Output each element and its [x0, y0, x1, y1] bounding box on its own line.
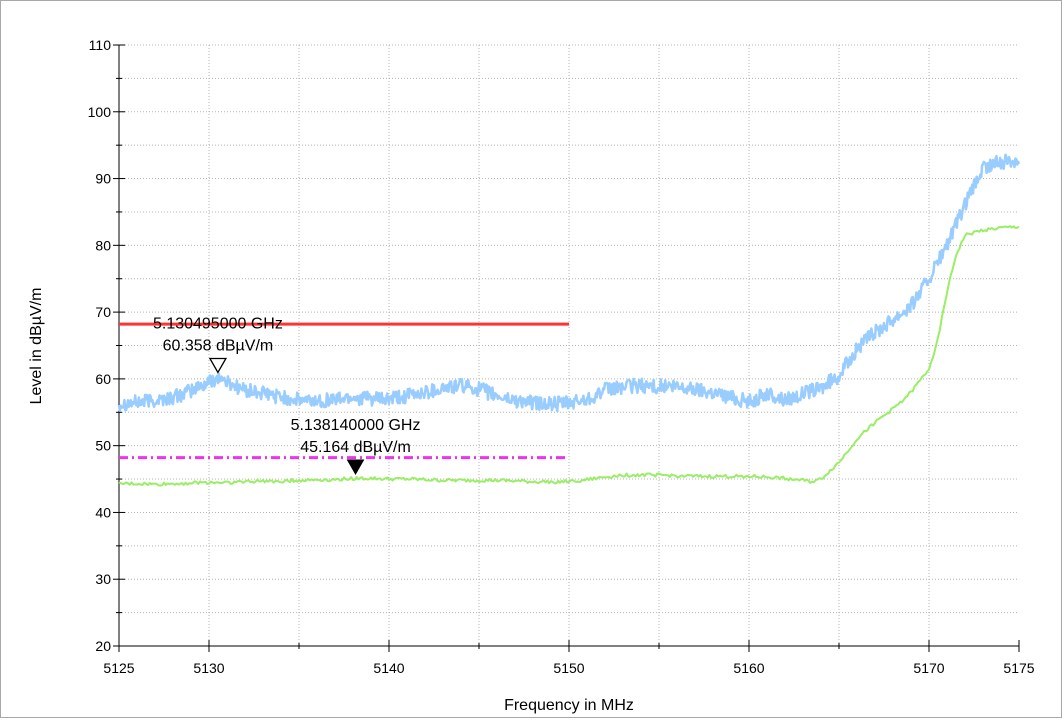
y-tick-label: 30: [95, 571, 111, 587]
y-tick-label: 70: [95, 304, 111, 320]
series-lines: [117, 153, 1021, 487]
markers: 5.130495000 GHz 60.358 dBµV/m 5.138140000 …: [153, 315, 421, 475]
grid: [119, 44, 1019, 646]
y-tick-label: 80: [95, 237, 111, 253]
x-tick-label: 5150: [553, 660, 584, 676]
y-axis-title: Level in dBµV/m: [28, 288, 45, 405]
y-tick-label: 60: [95, 371, 111, 387]
x-tick-label: 5130: [193, 660, 224, 676]
x-tick-label: 5175: [1003, 660, 1034, 676]
y-tick-label: 50: [95, 438, 111, 454]
y-tick-label: 90: [95, 171, 111, 187]
y-tick-label: 110: [89, 37, 112, 53]
y-tick-label: 40: [95, 504, 111, 520]
x-tick-label: 5140: [373, 660, 404, 676]
x-axis-title: Frequency in MHz: [504, 697, 634, 714]
x-tick-label: 5160: [733, 660, 764, 676]
marker-frequency-label: 5.138140000 GHz: [291, 417, 421, 434]
y-tick-label: 100: [88, 104, 112, 120]
marker-filled-triangle: [346, 459, 365, 475]
limit-lines: [119, 322, 569, 460]
marker-level-label: 45.164 dBµV/m: [300, 439, 411, 456]
x-tick-label: 5170: [913, 660, 944, 676]
marker-level-label: 60.358 dBµV/m: [163, 337, 274, 354]
y-tick-label: 20: [95, 638, 111, 654]
average-trace: [118, 225, 1020, 487]
ticks: [113, 44, 1020, 652]
peak-trace: [117, 153, 1021, 413]
marker-hollow-triangle: [208, 357, 228, 374]
tick-labels: 20 30 40 50 60 70 80 90 100 110 5125 5130 5140 5150 51…: [88, 37, 1035, 676]
x-tick-label: 5125: [103, 660, 134, 676]
marker-frequency-label: 5.130495000 GHz: [153, 315, 283, 332]
